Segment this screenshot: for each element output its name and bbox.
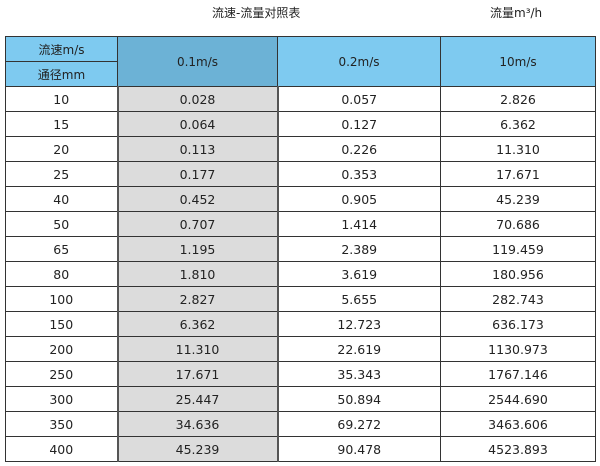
col-header: 0.1m/s	[117, 36, 278, 87]
flow-cell: 1767.146	[440, 361, 596, 387]
flow-cell: 69.272	[277, 411, 441, 437]
table-row: 350 34.636 69.272 3463.606	[5, 411, 596, 437]
table-row: 40 0.452 0.905 45.239	[5, 186, 596, 212]
flow-cell: 17.671	[116, 361, 279, 387]
flow-cell: 0.226	[277, 136, 441, 162]
diameter-cell: 15	[5, 111, 118, 137]
flow-cell: 2544.690	[440, 386, 596, 412]
flow-cell: 90.478	[277, 436, 441, 462]
table-row: 25 0.177 0.353 17.671	[5, 161, 596, 187]
flow-cell: 1.414	[277, 211, 441, 237]
diameter-cell: 300	[5, 386, 118, 412]
diameter-cell: 80	[5, 261, 118, 287]
diameter-cell: 20	[5, 136, 118, 162]
col-header: 0.2m/s	[277, 36, 441, 87]
flow-table: 流速m/s 0.1m/s 0.2m/s 10m/s 通径mm 10 0.028 0.…	[5, 36, 596, 462]
table-row: 250 17.671 35.343 1767.146	[5, 361, 596, 387]
flow-cell: 35.343	[277, 361, 441, 387]
col-header: 10m/s	[440, 36, 596, 87]
flow-cell: 4523.893	[440, 436, 596, 462]
diameter-cell: 40	[5, 186, 118, 212]
flow-cell: 45.239	[440, 186, 596, 212]
flow-cell: 50.894	[277, 386, 441, 412]
flow-cell: 0.177	[116, 161, 279, 187]
diameter-cell: 65	[5, 236, 118, 262]
flow-cell: 3.619	[277, 261, 441, 287]
flow-cell: 22.619	[277, 336, 441, 362]
table-row: 20 0.113 0.226 11.310	[5, 136, 596, 162]
table-row: 400 45.239 90.478 4523.893	[5, 436, 596, 462]
table-row: 150 6.362 12.723 636.173	[5, 311, 596, 337]
flow-cell: 119.459	[440, 236, 596, 262]
flow-cell: 1.195	[116, 236, 279, 262]
table-row: 65 1.195 2.389 119.459	[5, 236, 596, 262]
diameter-cell: 100	[5, 286, 118, 312]
diameter-cell: 400	[5, 436, 118, 462]
diameter-cell: 10	[5, 86, 118, 112]
table-row: 80 1.810 3.619 180.956	[5, 261, 596, 287]
flow-cell: 5.655	[277, 286, 441, 312]
flow-cell: 1.810	[116, 261, 279, 287]
diameter-cell: 200	[5, 336, 118, 362]
flow-cell: 45.239	[116, 436, 279, 462]
velocity-header: 流速m/s	[5, 36, 118, 62]
diameter-cell: 50	[5, 211, 118, 237]
flow-cell: 3463.606	[440, 411, 596, 437]
table-row: 15 0.064 0.127 6.362	[5, 111, 596, 137]
flow-cell: 6.362	[440, 111, 596, 137]
flow-cell: 11.310	[440, 136, 596, 162]
flow-cell: 1130.973	[440, 336, 596, 362]
flow-cell: 0.127	[277, 111, 441, 137]
flow-cell: 17.671	[440, 161, 596, 187]
flow-cell: 2.826	[440, 86, 596, 112]
table-title: 流速-流量对照表	[212, 6, 301, 20]
flow-cell: 0.064	[116, 111, 279, 137]
flow-cell: 25.447	[116, 386, 279, 412]
table-row: 300 25.447 50.894 2544.690	[5, 386, 596, 412]
diameter-header: 通径mm	[5, 61, 118, 87]
diameter-cell: 250	[5, 361, 118, 387]
flow-cell: 70.686	[440, 211, 596, 237]
flow-cell: 0.707	[116, 211, 279, 237]
flow-cell: 12.723	[277, 311, 441, 337]
flow-cell: 0.353	[277, 161, 441, 187]
flow-cell: 636.173	[440, 311, 596, 337]
flow-cell: 34.636	[116, 411, 279, 437]
flow-cell: 0.028	[116, 86, 279, 112]
diameter-cell: 150	[5, 311, 118, 337]
flow-cell: 0.057	[277, 86, 441, 112]
unit-label: 流量m³/h	[490, 6, 543, 20]
diameter-cell: 350	[5, 411, 118, 437]
flow-cell: 282.743	[440, 286, 596, 312]
flow-cell: 2.827	[116, 286, 279, 312]
table-row: 10 0.028 0.057 2.826	[5, 86, 596, 112]
table-row: 200 11.310 22.619 1130.973	[5, 336, 596, 362]
diameter-cell: 25	[5, 161, 118, 187]
flow-cell: 0.905	[277, 186, 441, 212]
flow-cell: 0.452	[116, 186, 279, 212]
flow-cell: 11.310	[116, 336, 279, 362]
table-row: 50 0.707 1.414 70.686	[5, 211, 596, 237]
flow-cell: 0.113	[116, 136, 279, 162]
flow-cell: 2.389	[277, 236, 441, 262]
table-row: 100 2.827 5.655 282.743	[5, 286, 596, 312]
flow-cell: 180.956	[440, 261, 596, 287]
flow-cell: 6.362	[116, 311, 279, 337]
